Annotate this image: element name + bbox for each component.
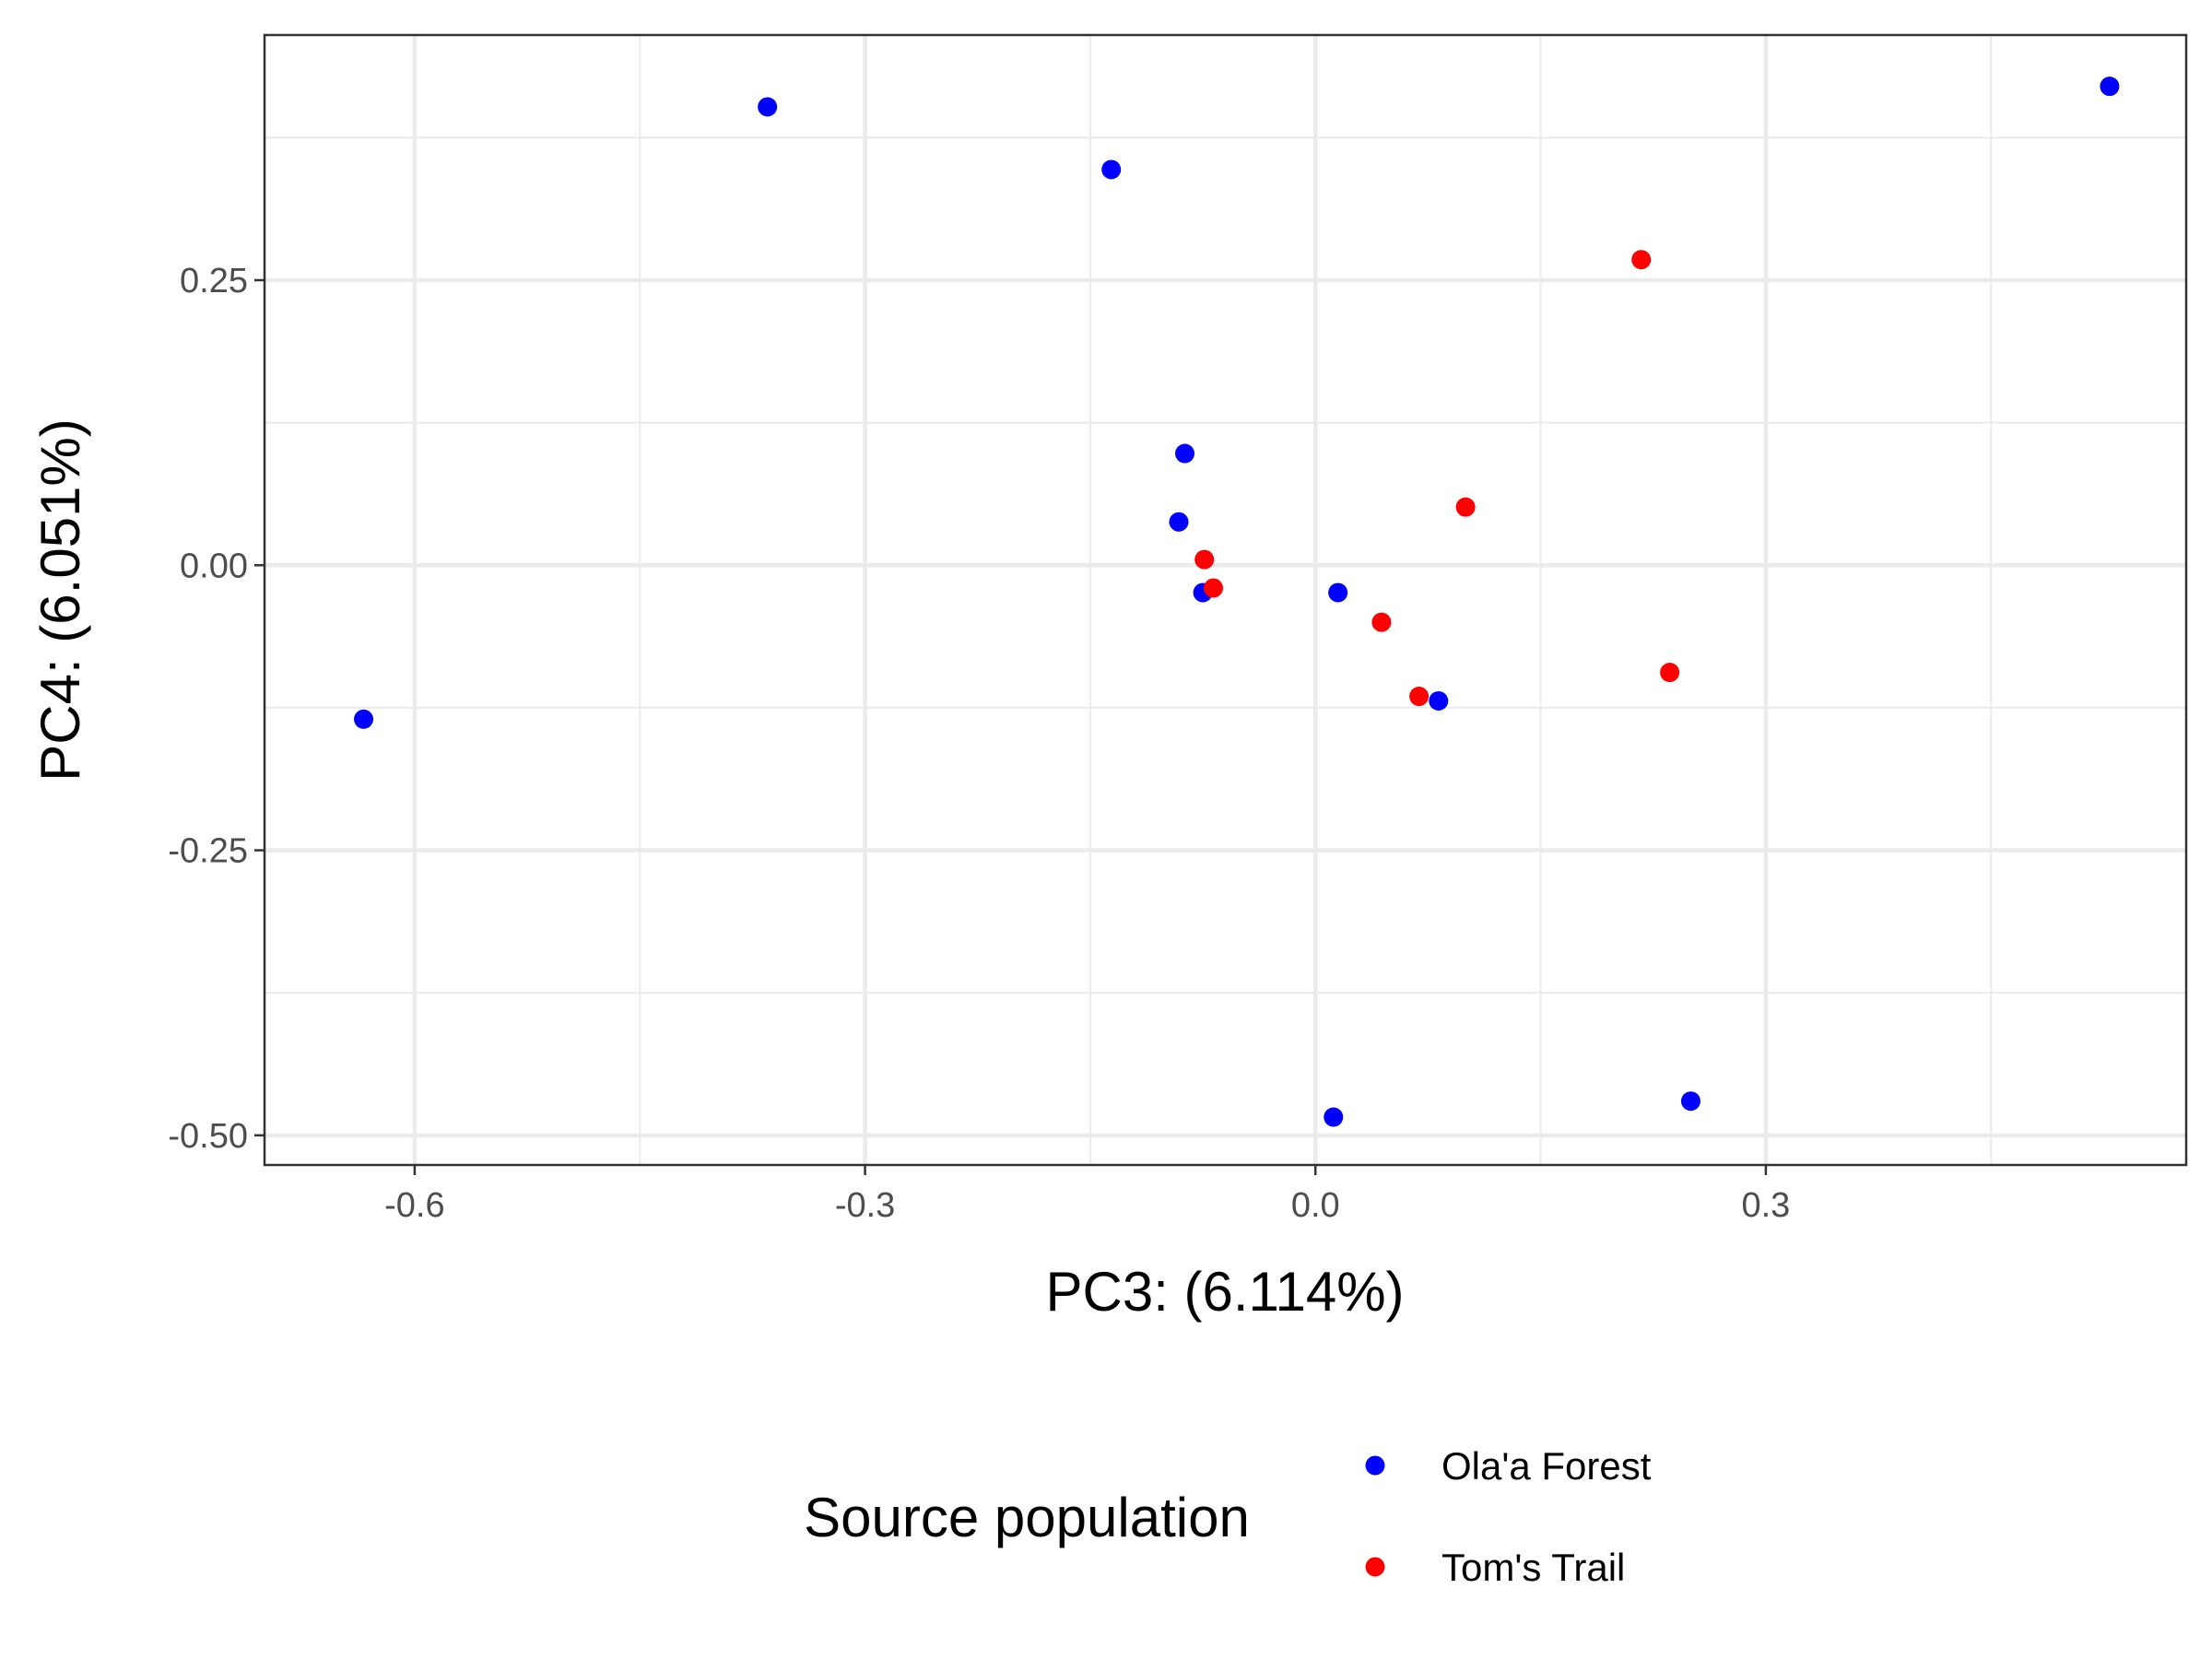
data-point — [2100, 76, 2120, 97]
data-point — [1203, 578, 1223, 598]
panel-border — [263, 33, 2188, 1167]
minor-gridlines — [265, 35, 2186, 1165]
y-tick-label: 0.00 — [180, 547, 248, 585]
major-gridlines — [265, 35, 2186, 1165]
y-axis-ticks: 0.25 0.00 -0.25 -0.50 — [168, 262, 265, 1156]
legend-key — [1365, 1557, 1385, 1577]
legend-items: Ola'a Forest Tom's Trail — [1365, 1444, 1652, 1589]
data-point — [1328, 582, 1348, 603]
data-point — [354, 709, 374, 729]
data-point — [1324, 1107, 1344, 1127]
legend-title: Source population — [804, 1487, 1250, 1548]
data-points — [354, 76, 2120, 1127]
data-point — [1680, 1091, 1700, 1112]
legend-key — [1365, 1455, 1385, 1476]
data-point — [1631, 250, 1652, 270]
y-tick-label: 0.25 — [180, 262, 248, 300]
data-point — [1169, 512, 1189, 532]
legend: Source population Ola'a Forest Tom's Trai… — [804, 1444, 1652, 1589]
data-point — [1371, 612, 1392, 632]
data-point — [1101, 159, 1122, 180]
data-point — [1194, 549, 1215, 570]
legend-label: Tom's Trail — [1441, 1546, 1625, 1589]
x-axis-title: PC3: (6.114%) — [1045, 1261, 1404, 1323]
data-point — [1409, 687, 1430, 707]
data-point — [1429, 690, 1449, 711]
y-tick-label: -0.25 — [168, 832, 248, 871]
y-tick-label: -0.50 — [168, 1117, 248, 1156]
x-tick-label: 0.0 — [1291, 1186, 1340, 1225]
data-point — [1175, 443, 1195, 464]
data-point — [1455, 497, 1476, 517]
x-tick-label: -0.6 — [384, 1186, 444, 1225]
y-axis-title: PC4: (6.051%) — [29, 418, 91, 782]
x-tick-label: 0.3 — [1741, 1186, 1790, 1225]
legend-label: Ola'a Forest — [1441, 1444, 1652, 1488]
data-point — [1660, 663, 1680, 683]
x-axis-ticks: -0.6 -0.3 0.0 0.3 — [384, 1165, 1790, 1225]
x-tick-label: -0.3 — [835, 1186, 895, 1225]
data-point — [758, 97, 778, 117]
